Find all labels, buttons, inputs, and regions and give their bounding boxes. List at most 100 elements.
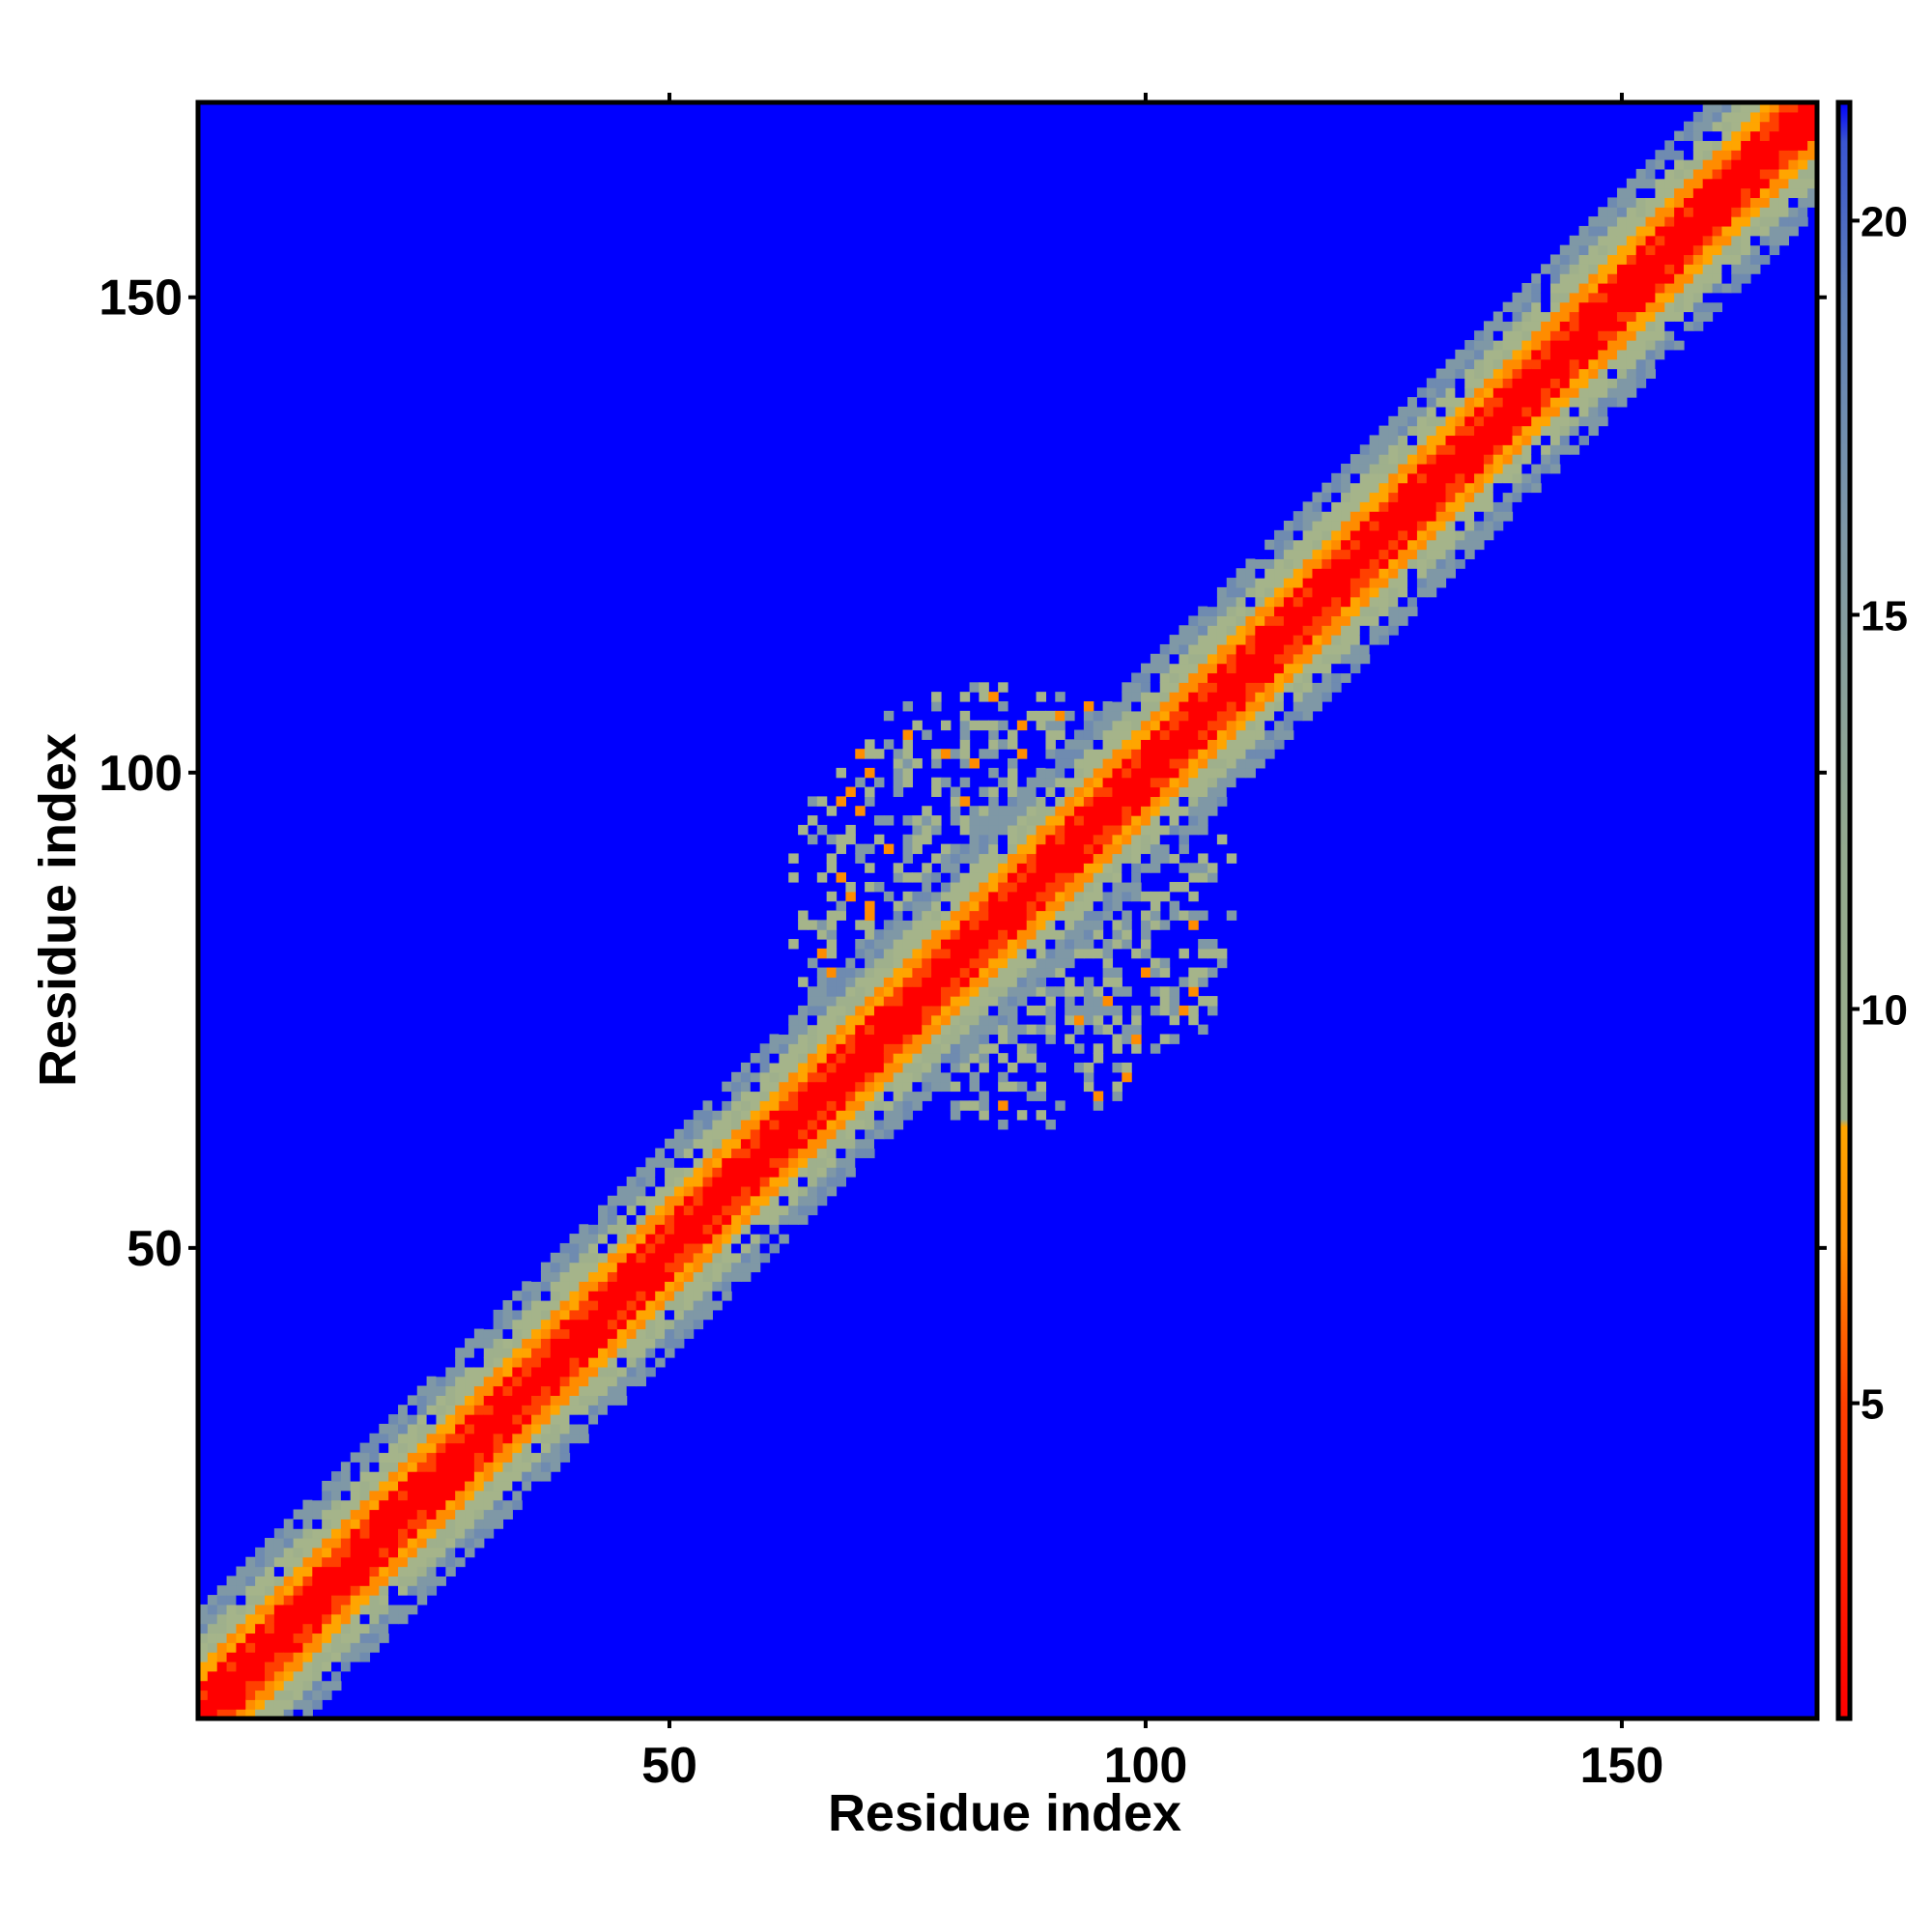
heatmap-cell: [1607, 216, 1618, 227]
heatmap-cell: [1664, 168, 1675, 180]
heatmap-cell: [312, 1613, 323, 1625]
heatmap-cell: [1264, 729, 1275, 740]
heatmap-cell: [436, 1538, 446, 1548]
heatmap-cell: [1055, 786, 1065, 797]
heatmap-cell: [1769, 159, 1780, 170]
heatmap-cell: [1731, 130, 1742, 141]
heatmap-cell: [255, 1709, 266, 1719]
heatmap-cell: [1407, 463, 1418, 474]
heatmap-cell: [1464, 521, 1475, 531]
heatmap-cell: [1331, 643, 1342, 655]
heatmap-cell: [655, 1262, 666, 1273]
heatmap-cell: [512, 1366, 523, 1378]
heatmap-cell: [950, 881, 961, 893]
heatmap-cell: [1435, 529, 1447, 541]
heatmap-cell: [1169, 1005, 1180, 1016]
heatmap-cell: [1216, 786, 1228, 797]
heatmap-cell: [1398, 568, 1408, 579]
heatmap-cell: [1131, 824, 1142, 836]
heatmap-cell: [322, 1623, 332, 1634]
heatmap-cell: [1559, 244, 1571, 256]
heatmap-cell: [1141, 710, 1151, 722]
heatmap-cell: [902, 815, 914, 826]
heatmap-cell: [712, 1185, 723, 1197]
heatmap-cell: [1416, 387, 1428, 398]
heatmap-cell: [1664, 150, 1675, 160]
heatmap-cell: [598, 1319, 609, 1330]
heatmap-cell: [1208, 729, 1218, 740]
heatmap-cell: [436, 1385, 446, 1396]
heatmap-cell: [1026, 863, 1037, 873]
heatmap-cell: [998, 910, 1009, 921]
heatmap-cell: [1159, 996, 1171, 1007]
heatmap-cell: [245, 1604, 256, 1615]
heatmap-cell: [388, 1566, 399, 1577]
heatmap-cell: [1169, 767, 1180, 779]
heatmap-cell: [798, 1024, 809, 1036]
heatmap-cell: [959, 729, 971, 740]
heatmap-cell: [1112, 881, 1122, 893]
heatmap-cell: [1435, 482, 1447, 494]
heatmap-cell: [750, 1205, 761, 1216]
heatmap-cell: [483, 1376, 495, 1387]
heatmap-cell: [1655, 292, 1665, 303]
heatmap-cell: [1112, 710, 1122, 722]
heatmap-cell: [807, 1167, 818, 1178]
heatmap-cell: [1674, 340, 1685, 351]
heatmap-cell: [1455, 549, 1465, 559]
heatmap-cell: [883, 891, 895, 902]
heatmap-cell: [902, 777, 914, 788]
heatmap-cell: [969, 891, 980, 902]
heatmap-cell: [722, 1100, 732, 1111]
heatmap-cell: [1416, 568, 1428, 579]
heatmap-cell: [1645, 264, 1656, 274]
heatmap-cell: [1426, 435, 1437, 445]
heatmap-cell: [788, 1157, 799, 1168]
heatmap-cell: [712, 1271, 723, 1282]
heatmap-cell: [1635, 330, 1647, 341]
heatmap-cell: [750, 1167, 761, 1178]
heatmap-cell: [1398, 615, 1408, 626]
heatmap-cell: [1445, 501, 1456, 512]
heatmap-cell: [1065, 920, 1075, 930]
heatmap-cell: [283, 1633, 295, 1643]
heatmap-cell: [616, 1262, 628, 1273]
heatmap-cell: [1093, 1053, 1104, 1064]
heatmap-cell: [1321, 692, 1332, 702]
heatmap-cell: [1321, 682, 1332, 693]
heatmap-cell: [1407, 425, 1418, 437]
heatmap-cell: [312, 1642, 323, 1653]
heatmap-cell: [1569, 235, 1580, 246]
heatmap-cell: [340, 1547, 352, 1558]
heatmap-cell: [798, 1091, 809, 1101]
heatmap-cell: [559, 1433, 571, 1444]
heatmap-cell: [1798, 111, 1808, 123]
heatmap-cell: [712, 1262, 723, 1273]
heatmap-cell: [426, 1576, 438, 1586]
heatmap-cell: [1008, 777, 1018, 788]
heatmap-cell: [1769, 168, 1780, 180]
heatmap-cell: [1578, 244, 1589, 256]
heatmap-cell: [750, 1177, 761, 1187]
heatmap-cell: [1474, 444, 1485, 455]
heatmap-cell: [1264, 710, 1275, 722]
heatmap-cell: [1341, 596, 1351, 608]
heatmap-cell: [522, 1309, 532, 1321]
heatmap-cell: [1702, 150, 1714, 160]
heatmap-cell: [1492, 454, 1504, 465]
heatmap-cell: [1016, 815, 1028, 826]
heatmap-cell: [865, 900, 875, 912]
heatmap-cell: [445, 1414, 456, 1425]
heatmap-cell: [1702, 159, 1714, 170]
heatmap-cell: [893, 1005, 904, 1016]
heatmap-cell: [998, 900, 1009, 912]
heatmap-cell: [883, 1005, 895, 1016]
heatmap-cell: [855, 939, 866, 950]
heatmap-cell: [1635, 168, 1647, 180]
heatmap-cell: [740, 1100, 752, 1111]
heatmap-cell: [1692, 216, 1704, 227]
heatmap-cell: [579, 1385, 589, 1396]
heatmap-cell: [1179, 977, 1189, 987]
heatmap-cell: [1635, 349, 1647, 360]
heatmap-cell: [350, 1452, 361, 1463]
